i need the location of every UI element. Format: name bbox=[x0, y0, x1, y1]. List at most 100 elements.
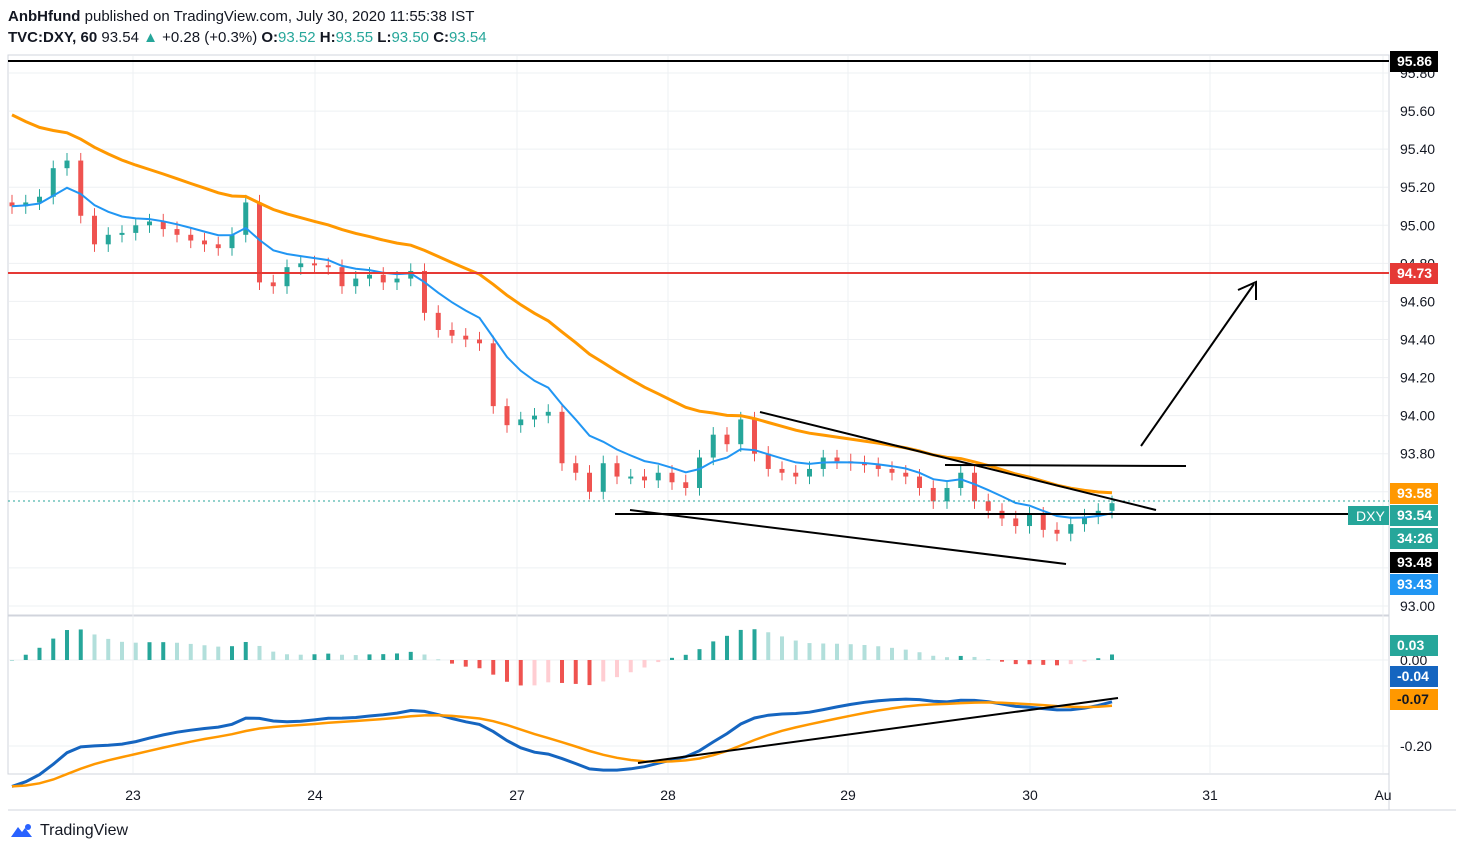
histogram-bar bbox=[340, 654, 344, 660]
x-tick-label: 24 bbox=[307, 787, 323, 803]
low-value: 93.50 bbox=[391, 29, 430, 46]
histogram-bar bbox=[353, 655, 358, 660]
candle-body bbox=[600, 463, 606, 492]
histogram-bar bbox=[450, 660, 454, 664]
tradingview-logo-icon bbox=[11, 824, 32, 837]
publish-text: published on TradingView.com, July 30, 2… bbox=[84, 8, 475, 25]
candle-body bbox=[765, 453, 771, 469]
histogram-bar bbox=[986, 659, 991, 661]
histogram-bar bbox=[436, 659, 441, 661]
candle-body bbox=[463, 335, 469, 340]
candle-body bbox=[1027, 514, 1032, 527]
candle-body bbox=[752, 419, 757, 454]
histogram-bar bbox=[491, 660, 496, 675]
ema-slow-label: 93.58 bbox=[1397, 485, 1432, 501]
x-tick-label: 29 bbox=[840, 787, 856, 803]
candle-body bbox=[889, 468, 895, 473]
histogram-bar bbox=[92, 634, 97, 660]
candle-body bbox=[1082, 516, 1087, 525]
candle-body bbox=[972, 472, 977, 502]
symbol-tag-box bbox=[1348, 506, 1389, 525]
histogram-bar bbox=[422, 654, 427, 660]
drawings bbox=[8, 60, 1389, 565]
y-tick-label: 95.20 bbox=[1400, 179, 1435, 195]
author-name[interactable]: AnbHfund bbox=[8, 8, 81, 25]
candle-body bbox=[669, 472, 675, 483]
histogram-bar bbox=[587, 660, 592, 686]
lower-trendline bbox=[629, 509, 1067, 565]
histogram-bar bbox=[573, 660, 578, 684]
histogram-bar bbox=[518, 660, 523, 686]
signal-value-label: -0.07 bbox=[1397, 691, 1429, 707]
y-tick-label: 94.20 bbox=[1400, 370, 1435, 386]
candle-body bbox=[215, 244, 221, 249]
ema-fast-line bbox=[11, 186, 1113, 519]
open-value: 93.52 bbox=[278, 29, 316, 46]
symbol-tag: DXY bbox=[1356, 508, 1385, 524]
candle-body bbox=[738, 419, 744, 445]
candle-body bbox=[23, 202, 29, 207]
candle-body bbox=[807, 468, 812, 477]
candle-body bbox=[642, 476, 647, 481]
price-pane[interactable] bbox=[7, 54, 1390, 616]
candle-body bbox=[353, 278, 359, 287]
histogram-bar bbox=[835, 643, 839, 660]
candlesticks bbox=[9, 152, 1115, 542]
candle-body bbox=[37, 196, 42, 203]
histogram-bar bbox=[216, 646, 221, 660]
histogram-bar bbox=[285, 654, 289, 660]
candle-body bbox=[724, 434, 730, 445]
ohlc-legend: TVC:DXY, 60 93.54 ▲ +0.28 (+0.3%) O:93.5… bbox=[8, 27, 487, 48]
candle-body bbox=[202, 240, 207, 245]
candle-body bbox=[917, 476, 922, 488]
histogram-bar bbox=[766, 632, 771, 660]
histogram-bar bbox=[395, 653, 399, 660]
candle-body bbox=[628, 476, 634, 479]
histogram-bar bbox=[958, 655, 963, 660]
histogram-bar bbox=[133, 642, 138, 660]
histogram-bar bbox=[807, 643, 812, 660]
resistance-label-box bbox=[1390, 263, 1438, 284]
candle-body bbox=[394, 278, 400, 283]
macd-tick-label: -0.20 bbox=[1400, 738, 1432, 754]
histogram-bar bbox=[326, 653, 331, 660]
x-tick-label: 23 bbox=[125, 787, 141, 803]
histogram-bar bbox=[1013, 660, 1018, 665]
last-price: 93.54 bbox=[101, 29, 139, 46]
candle-body bbox=[532, 415, 537, 420]
symbol-label[interactable]: TVC:DXY, 60 bbox=[8, 29, 98, 46]
histogram-bar bbox=[738, 629, 743, 660]
countdown-label: 34:26 bbox=[1397, 530, 1433, 546]
candle-body bbox=[9, 202, 15, 207]
candle-body bbox=[449, 329, 455, 336]
histogram-bar bbox=[175, 642, 179, 660]
histogram-bar bbox=[601, 660, 606, 682]
histogram-bar bbox=[106, 638, 111, 660]
candle-body bbox=[518, 419, 524, 426]
histogram-bar bbox=[903, 649, 908, 660]
histogram-bar bbox=[917, 652, 922, 660]
histogram-bar bbox=[477, 660, 482, 669]
signal-value-label-box bbox=[1390, 689, 1438, 710]
x-tick-label: 31 bbox=[1202, 787, 1218, 803]
histogram-bar bbox=[10, 660, 14, 661]
neckline-label-box bbox=[1390, 552, 1438, 573]
candle-body bbox=[944, 487, 950, 502]
x-tick-label: 28 bbox=[660, 787, 676, 803]
candle-body bbox=[875, 465, 881, 469]
histogram-bar bbox=[1055, 660, 1059, 666]
histogram-bar bbox=[546, 660, 551, 683]
candle-body bbox=[298, 263, 304, 268]
footer-brand[interactable]: TradingView bbox=[10, 822, 128, 840]
macd-value-label-box bbox=[1390, 666, 1438, 687]
candle-body bbox=[64, 160, 70, 169]
price-change: +0.28 (+0.3%) bbox=[162, 29, 258, 46]
candle-body bbox=[284, 267, 290, 287]
histogram-value-label-box bbox=[1390, 635, 1438, 656]
resistance-label: 94.73 bbox=[1397, 265, 1432, 281]
candle-body bbox=[312, 263, 317, 266]
histogram-bar bbox=[243, 641, 248, 660]
histogram-bar bbox=[188, 643, 193, 660]
countdown-label-box bbox=[1390, 528, 1438, 549]
